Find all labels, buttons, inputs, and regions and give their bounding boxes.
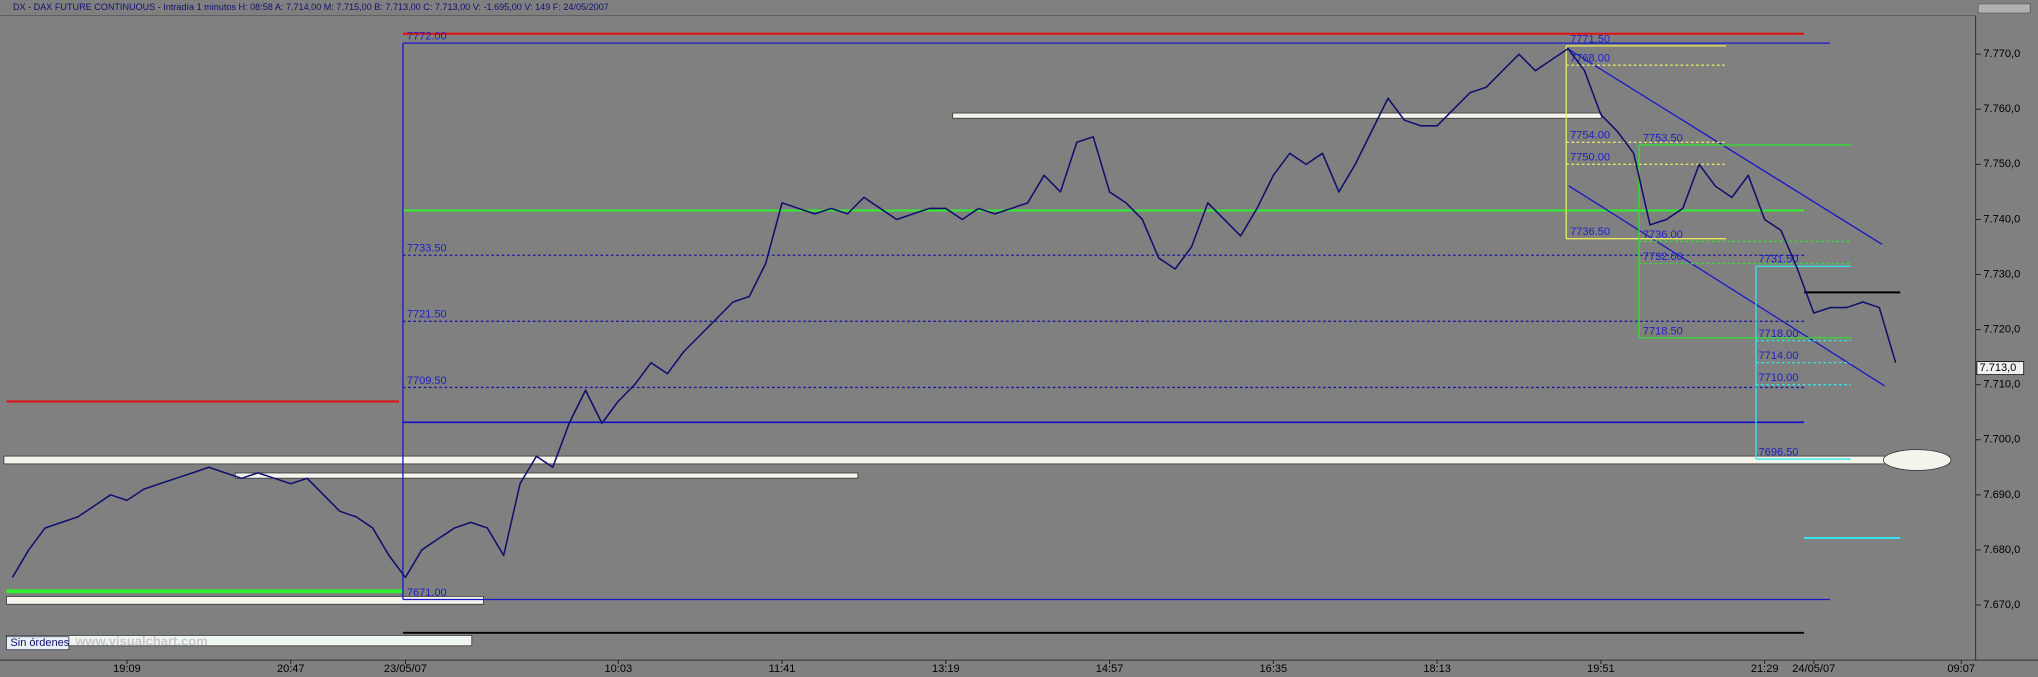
level-label: 7731.50	[1759, 254, 1799, 266]
chart-title: DX - DAX FUTURE CONTINUOUS - Intradía 1 …	[13, 2, 609, 12]
zone-bar	[3, 455, 1951, 465]
level-label: 7710.00	[1759, 372, 1799, 384]
price-line	[11, 47, 1897, 579]
x-tick-label: 09:07	[1947, 663, 1975, 675]
level-label: 7750.00	[1570, 152, 1610, 164]
x-tick-label: 11:41	[769, 663, 796, 675]
level-label: 7714.00	[1759, 350, 1799, 362]
y-tick-label: 7.690,0	[1983, 489, 2020, 501]
zone-bar	[952, 112, 1602, 119]
level-label: 7732.00	[1643, 251, 1683, 263]
x-tick-label: 20:47	[277, 663, 305, 675]
y-tick-label: 7.760,0	[1983, 103, 2020, 115]
level-label: 7733.50	[407, 243, 447, 255]
x-tick-label: 18:13	[1423, 663, 1451, 675]
level-label: 7753.50	[1643, 132, 1683, 144]
last-price-label: 7.713,0	[1980, 362, 2017, 374]
zone-marker	[1882, 449, 1952, 471]
y-tick-label: 7.680,0	[1983, 544, 2020, 556]
x-tick-label: 19:09	[113, 663, 141, 675]
x-tick-label: 21:29	[1751, 663, 1779, 675]
y-tick-label: 7.770,0	[1983, 48, 2020, 60]
level-label: 7771.50	[1570, 33, 1610, 45]
level-label: 7718.50	[1643, 325, 1683, 337]
y-tick-label: 7.740,0	[1983, 213, 2020, 225]
watermark: www.visualchart.com	[74, 633, 207, 648]
y-tick-label: 7.670,0	[1983, 599, 2020, 611]
scroll-bar[interactable]	[1977, 3, 2031, 14]
x-tick-label: 10:03	[604, 663, 632, 675]
x-tick-label: 13:19	[932, 663, 960, 675]
y-tick-label: 7.750,0	[1983, 158, 2020, 170]
x-tick-label: 23/05/07	[384, 663, 427, 675]
channel-line	[1568, 185, 1885, 387]
level-label: 7772.00	[407, 31, 447, 43]
channel-line	[1568, 48, 1883, 245]
x-tick-label: 19:51	[1587, 663, 1615, 675]
y-tick-label: 7.720,0	[1983, 324, 2020, 336]
x-tick-label: 24/05/07	[1792, 663, 1835, 675]
zone-bar	[234, 472, 859, 479]
x-tick-label: 16:35	[1260, 663, 1288, 675]
zone-bar	[6, 596, 484, 605]
level-label: 7696.50	[1759, 446, 1799, 458]
level-label: 7736.50	[1570, 226, 1610, 238]
x-tick-label: 14:57	[1096, 663, 1124, 675]
status-text: Sin órdenes	[10, 637, 69, 649]
level-label: 7671.00	[407, 587, 447, 599]
y-tick-label: 7.700,0	[1983, 434, 2020, 446]
status-box[interactable]	[6, 636, 70, 651]
level-label: 7736.00	[1643, 229, 1683, 241]
y-tick-label: 7.710,0	[1983, 379, 2020, 391]
level-label: 7718.00	[1759, 328, 1799, 340]
y-tick-label: 7.730,0	[1983, 268, 2020, 280]
level-label: 7721.50	[407, 309, 447, 321]
level-label: 7754.00	[1570, 130, 1610, 142]
level-label: 7768.00	[1570, 53, 1610, 65]
level-label: 7709.50	[407, 375, 447, 387]
last-price-box	[1976, 361, 2025, 376]
